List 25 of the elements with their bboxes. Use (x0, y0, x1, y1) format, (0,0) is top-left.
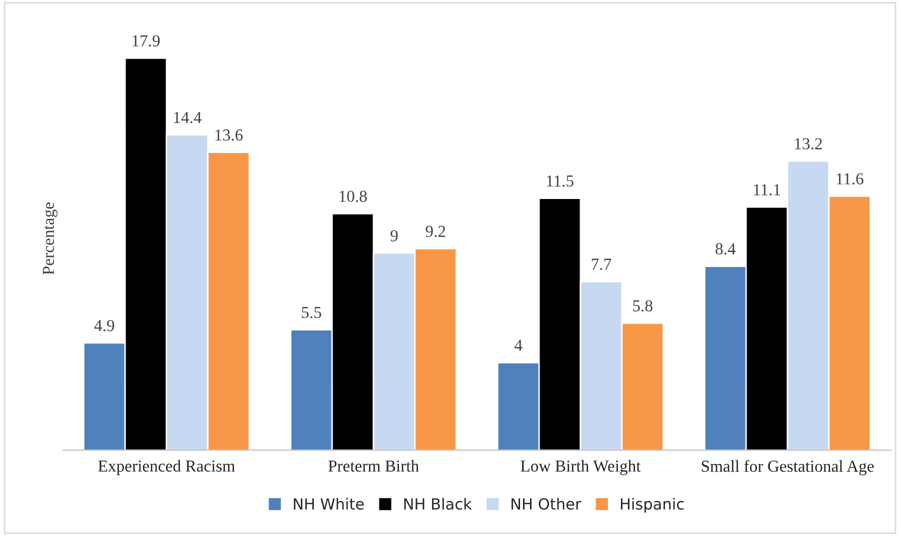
y-axis-title: Percentage (42, 202, 58, 275)
data-label: 5.5 (302, 306, 322, 318)
x-tick-label: Experienced Racism (98, 460, 235, 476)
legend-label: NH Other (512, 498, 582, 510)
legend-label: NH Black (404, 498, 472, 510)
legend-label: Hispanic (620, 498, 684, 513)
x-tick-label: Preterm Birth (328, 460, 419, 472)
data-label: 13.6 (215, 129, 243, 141)
data-label: 11.6 (836, 173, 864, 185)
data-label: 17.9 (132, 35, 160, 47)
data-label: 14.4 (174, 112, 202, 124)
data-label: 5.8 (633, 300, 652, 312)
x-tick-label: Small for Gestational Age (702, 460, 874, 476)
data-label: 4.9 (94, 320, 114, 332)
data-label: 11.1 (754, 184, 780, 196)
data-label: 4 (514, 340, 522, 351)
data-label: 7.7 (592, 258, 612, 270)
x-tick-label: Low Birth Weight (520, 460, 641, 476)
legend-label: NH White (294, 498, 364, 510)
data-label: 8.4 (716, 243, 736, 255)
data-label: 10.8 (340, 190, 367, 202)
data-label: 9.2 (426, 226, 446, 238)
data-label: 11.5 (546, 175, 574, 187)
data-label: 13.2 (795, 138, 822, 150)
data-label: 9 (390, 230, 398, 242)
